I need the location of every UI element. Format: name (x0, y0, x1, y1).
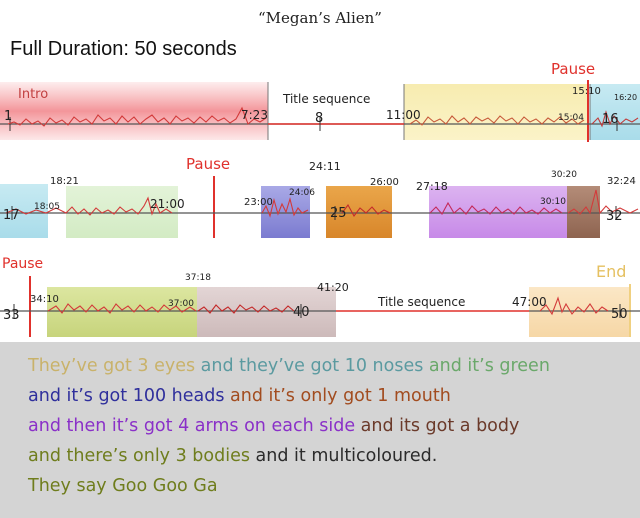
waveform-orange (341, 203, 391, 218)
second-label: 17 (3, 208, 20, 223)
time-label: 34:10 (30, 294, 59, 305)
label-intro: Intro (18, 87, 48, 102)
waveform-peach (539, 296, 609, 316)
segment-cyan (590, 84, 640, 140)
second-label: 40 (293, 305, 310, 320)
story-line: and there’s only 3 bodies and it multico… (28, 446, 437, 466)
time-label: 11:00 (386, 108, 421, 122)
story-phrase: and its got a body (355, 416, 520, 436)
story-phrase: and they’ve got 10 noses (195, 356, 424, 376)
time-label: 21:00 (150, 197, 185, 211)
story-phrase: and it’s green (423, 356, 550, 376)
story-transcript: They’ve got 3 eyes and they’ve got 10 no… (0, 342, 640, 518)
timeline-diagram: Intro Title sequence Pause 7:23 11:00 15… (0, 60, 640, 337)
label-pause: Pause (186, 155, 230, 173)
waveform-blue (261, 196, 309, 218)
duration-label: Full Duration: 50 seconds (10, 38, 237, 60)
segment-peach (529, 287, 630, 337)
story-phrase: They’ve got 3 eyes (28, 356, 196, 376)
second-label: 25 (330, 206, 347, 221)
second-label: 1 (4, 109, 12, 124)
story-phrase: and it multicoloured. (249, 446, 438, 466)
time-label: 24:11 (309, 160, 341, 173)
story-line: They’ve got 3 eyes and they’ve got 10 no… (28, 356, 550, 376)
row-1: Intro Title sequence Pause 7:23 11:00 15… (0, 60, 640, 142)
label-title-sequence: Title sequence (282, 92, 370, 106)
time-label: 47:00 (512, 295, 547, 309)
story-line: They say Goo Goo Ga (28, 476, 218, 496)
time-label: 37:00 (168, 299, 194, 309)
time-label: 30:20 (551, 170, 577, 180)
row-3: Pause End Title sequence 34:10 37:18 37:… (0, 256, 640, 337)
second-label: 16 (602, 112, 619, 127)
story-phrase: and there’s only 3 bodies (28, 446, 250, 466)
story-phrase: and it’s only got 1 mouth (224, 386, 451, 406)
story-phrase: They say Goo Goo Ga (28, 476, 218, 496)
label-pause: Pause (551, 60, 595, 78)
label-end: End (596, 262, 626, 281)
waveform-olive (47, 303, 197, 314)
time-label: 24:06 (289, 188, 315, 198)
waveform-yellow (409, 115, 585, 126)
time-label: 26:00 (370, 177, 399, 188)
waveform-purple (429, 201, 563, 215)
story-phrase: and then it’s got 4 arms on each side (28, 416, 356, 436)
label-pause: Pause (2, 256, 43, 272)
time-label: 7:23 (241, 108, 268, 122)
segment-rose (197, 287, 336, 337)
waveform-rose (197, 304, 295, 314)
story-line: and then it’s got 4 arms on each side an… (28, 416, 519, 436)
waveform-brown (567, 189, 639, 215)
time-label: 18:21 (50, 176, 79, 187)
diagram-title: “Megan’s Alien” (258, 9, 382, 27)
time-label: 23:00 (244, 197, 273, 208)
label-title-sequence: Title sequence (377, 295, 465, 309)
story-phrase: and it’s got 100 heads (28, 386, 225, 406)
time-label: 15:10 (572, 86, 601, 97)
waveform-intro (7, 106, 267, 127)
time-label: 16:20 (614, 93, 637, 102)
segment-purple (429, 186, 567, 238)
story-line: and it’s got 100 heads and it’s only got… (28, 386, 451, 406)
time-label: 32:24 (607, 176, 636, 187)
waveform-green (5, 196, 173, 216)
time-label: 30:10 (540, 197, 566, 207)
time-label: 37:18 (185, 273, 211, 283)
segment-intro (0, 82, 268, 140)
second-label: 8 (315, 111, 323, 126)
time-label: 27:18 (416, 180, 448, 193)
segment-yellow (404, 84, 589, 140)
row-2: Pause 18:21 18:05 21:00 24:11 24:06 23:0… (0, 155, 640, 238)
time-label: 41:20 (317, 281, 349, 294)
second-label: 32 (606, 209, 623, 224)
waveform-cyan (591, 110, 639, 128)
second-label: 33 (3, 308, 20, 323)
time-label: 18:05 (34, 202, 60, 212)
time-label: 15:04 (558, 113, 584, 123)
segment-olive (47, 287, 197, 337)
second-label: 50 (611, 307, 628, 322)
